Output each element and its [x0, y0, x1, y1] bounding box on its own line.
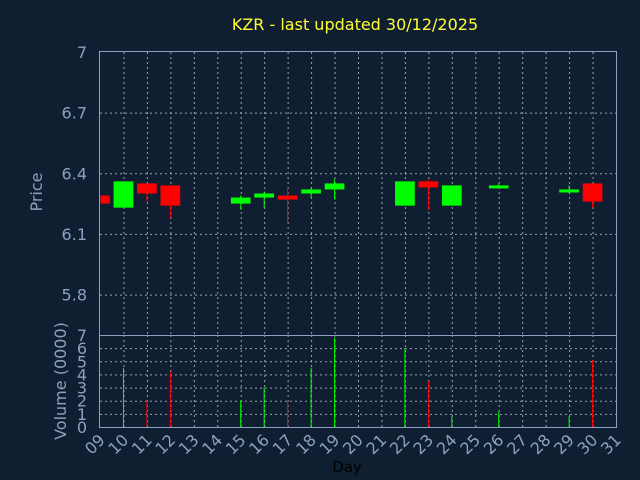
candle [254, 191, 275, 208]
candle-body [582, 183, 603, 202]
volume-axis-label: Volume (0000) [51, 322, 70, 440]
volume-tick-label: 6 [77, 339, 87, 358]
chart-title: KZR - last updated 30/12/2025 [232, 15, 478, 34]
price-axis-label: Price [27, 172, 46, 211]
candle-body [395, 181, 415, 206]
candle [395, 181, 415, 206]
volume-series [122, 337, 594, 427]
candle-body [441, 185, 462, 206]
candle-body [137, 183, 157, 194]
volume-grid [100, 335, 616, 427]
candle [137, 183, 157, 202]
candle [99, 195, 110, 204]
price-tick-label: 6.4 [62, 164, 87, 183]
candle [418, 179, 439, 210]
volume-tick-label: 2 [77, 392, 87, 411]
volume-panel-frame [99, 335, 617, 428]
candle-body [488, 185, 509, 189]
volume-tick-label: 0 [77, 418, 87, 437]
candle [559, 185, 579, 194]
candle [160, 185, 181, 218]
price-tick-label: 7 [77, 43, 87, 62]
volume-tick-label: 5 [77, 352, 87, 371]
candle-body [301, 189, 321, 194]
volume-tick-label: 7 [77, 326, 87, 345]
price-tick-label: 5.8 [62, 286, 87, 305]
volume-tick-label: 3 [77, 379, 87, 398]
x-axis-label: Day [332, 458, 362, 476]
volume-tick-label: 4 [77, 365, 87, 384]
candle [441, 185, 462, 206]
x-tick-label: 31 [597, 430, 625, 458]
candle [324, 179, 345, 200]
candle [488, 183, 509, 189]
price-tick-labels: 7 6.7 6.4 6.1 5.8 [62, 43, 87, 305]
price-tick-label: 6.7 [62, 104, 87, 123]
candle [582, 183, 603, 208]
price-tick-label: 6.1 [62, 225, 87, 244]
volume-tick-label: 1 [77, 405, 87, 424]
candle-body [277, 195, 298, 200]
candle [277, 187, 298, 222]
candle-body [254, 193, 275, 198]
candle-body [559, 189, 579, 193]
candle [301, 187, 321, 198]
candle-body [101, 195, 110, 204]
candlestick-series [99, 179, 603, 222]
x-tick-labels: 0910111213141516171819202122232425262728… [81, 430, 625, 458]
candle-body [230, 197, 251, 204]
candle-body [324, 183, 345, 190]
candle-body [113, 181, 134, 208]
candle [230, 195, 251, 210]
candle [113, 181, 134, 208]
candle-body [160, 185, 181, 206]
candle-body [418, 181, 439, 188]
